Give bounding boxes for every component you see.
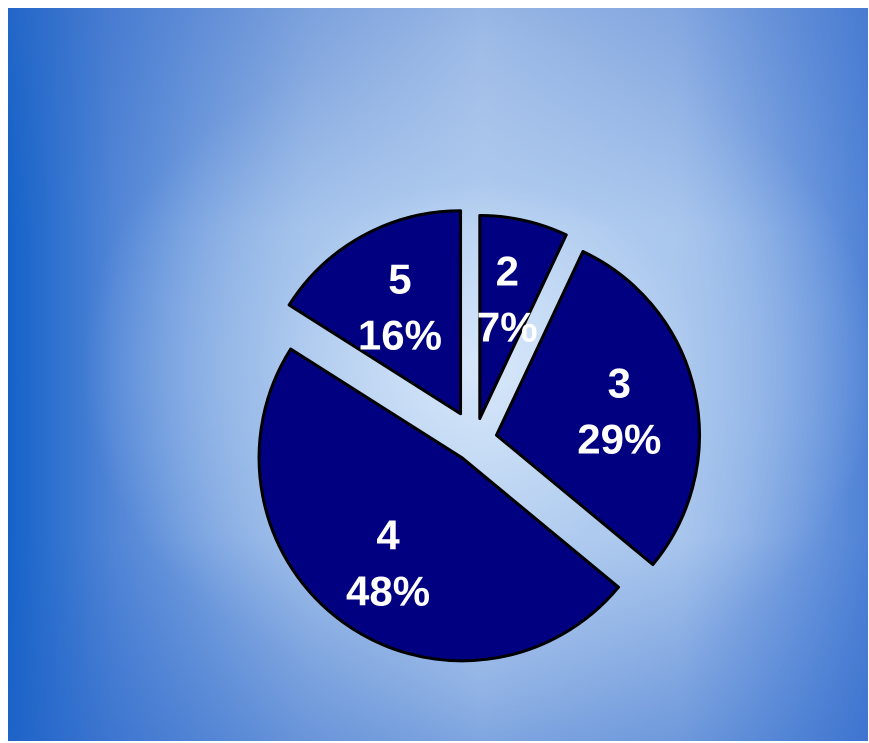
pie-label-percent: 29% [577,416,661,463]
pie-slice-5 [287,209,463,416]
pie-slice-2 [478,214,568,421]
pie-label-category: 5 [388,255,411,302]
pie-slice-3 [494,250,701,567]
pie-label-category: 4 [376,512,400,559]
pie-label-percent: 48% [346,568,430,615]
pie-label-category: 2 [496,248,519,295]
pie-label-5: 5 16% [358,255,442,358]
pie-label-2: 2 7% [477,248,538,351]
pie-label-4: 4 48% [346,512,430,615]
pie-labels: 2 7%3 29%4 48%5 16% [346,248,661,615]
pie-slices [257,209,701,663]
pie-slice-4 [257,347,620,663]
pie-label-percent: 16% [358,311,442,358]
pie-label-3: 3 29% [577,360,661,463]
pie-label-category: 3 [608,360,631,407]
pie-label-percent: 7% [477,304,538,351]
